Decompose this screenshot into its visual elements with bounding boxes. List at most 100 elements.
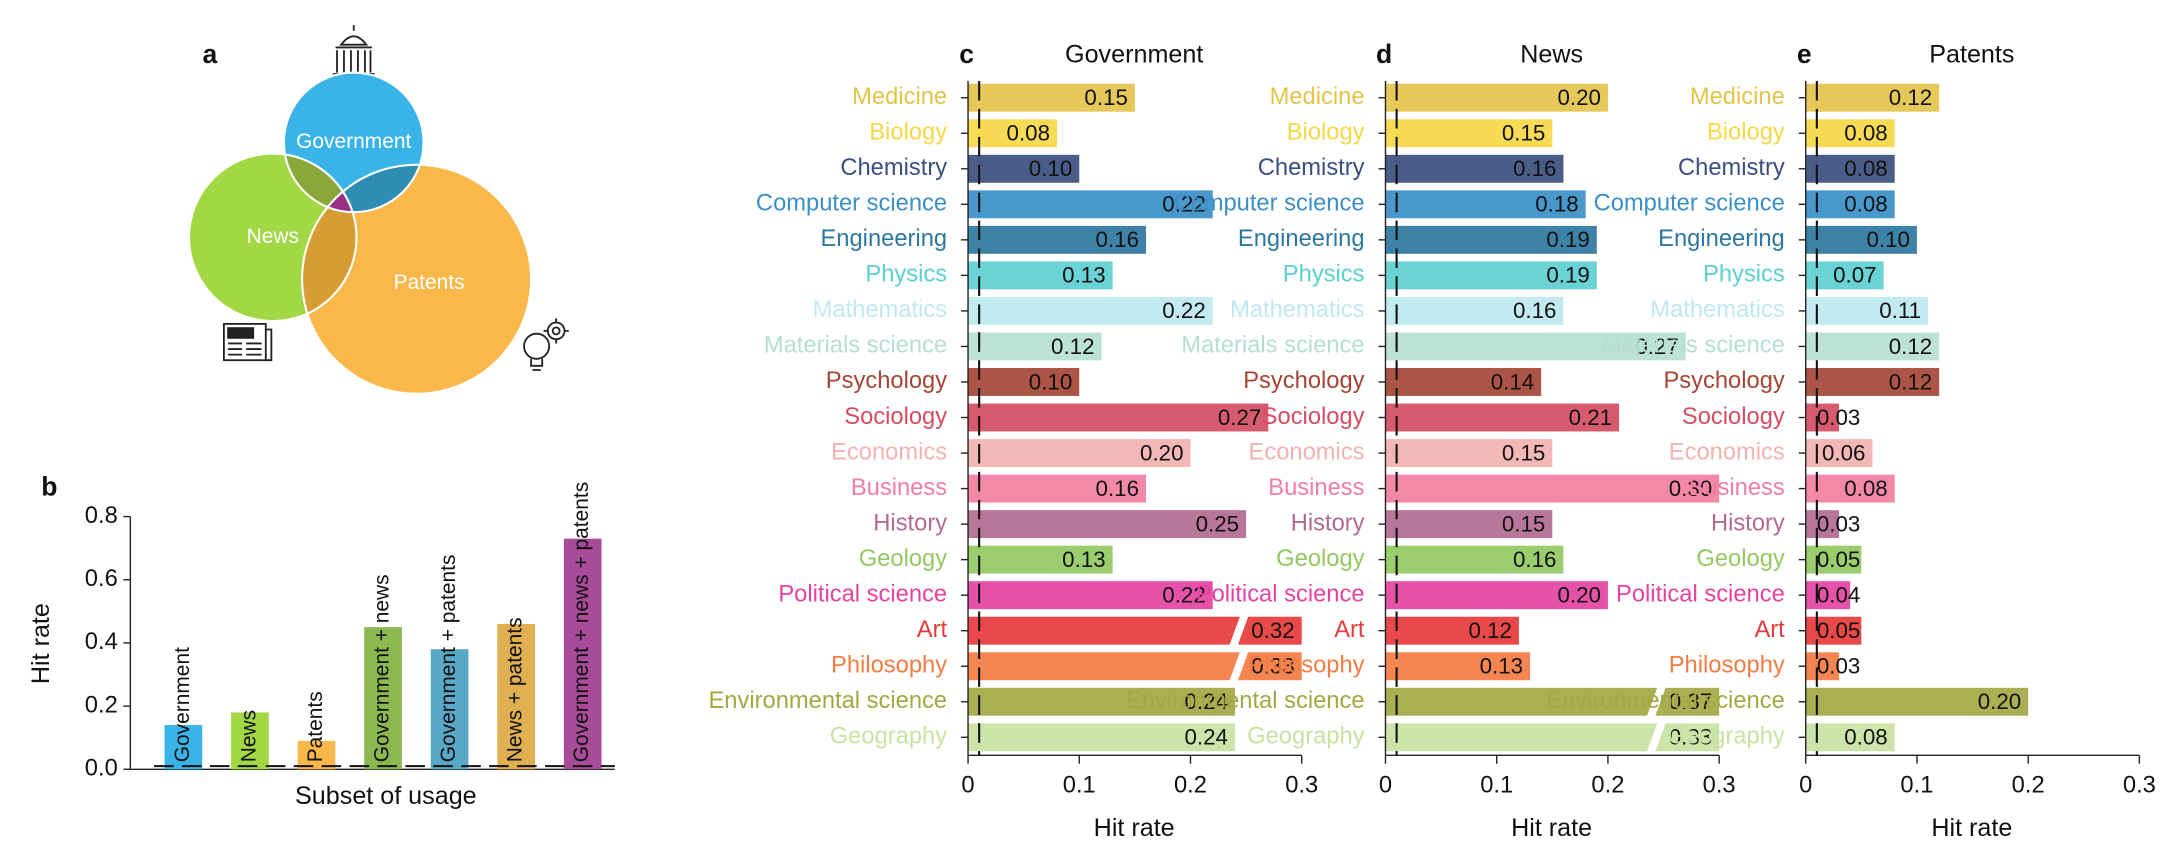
chart-title: News [1520, 40, 1583, 68]
value-label: 0.21 [1569, 405, 1612, 430]
category-label: Computer science [756, 191, 947, 217]
chart-title: Patents [1929, 40, 2014, 68]
bar [1385, 581, 1608, 610]
x-axis-label: Hit rate [1094, 814, 1175, 842]
bar [1805, 83, 1940, 112]
value-label: 0.20 [1140, 440, 1183, 465]
value-label: 0.15 [1502, 440, 1545, 465]
category-label: Art [917, 617, 948, 643]
bar [1805, 510, 1840, 539]
category-label: Economics [831, 439, 947, 465]
category-label: Business [1689, 475, 1785, 501]
value-label: 0.19 [1546, 263, 1589, 288]
category-label: Art [1334, 617, 1365, 643]
value-label: 0.30 [1669, 476, 1712, 501]
category-label: Economics [1669, 439, 1785, 465]
value-label: 0.03 [1817, 405, 1860, 430]
category-label: Geography [1667, 724, 1784, 750]
category-label: Mathematics [1650, 297, 1784, 323]
bar [1385, 474, 1720, 503]
x-tick-label: 0 [1379, 772, 1392, 798]
bar [1385, 368, 1542, 396]
category-label: Materials science [764, 333, 947, 359]
bar-label: Government [171, 647, 194, 762]
bar [1805, 723, 1895, 752]
category-label: Materials science [1602, 333, 1785, 359]
category-label: Psychology [826, 368, 947, 394]
category-label: Engineering [1238, 226, 1365, 252]
panel-label: d [1376, 39, 1392, 69]
bar [968, 296, 1213, 325]
bar [1805, 296, 1929, 325]
value-label: 0.22 [1162, 192, 1205, 217]
bar [968, 687, 1235, 716]
category-label: Computer science [1173, 191, 1364, 217]
category-label: Physics [865, 262, 947, 288]
bar [1385, 616, 1519, 645]
panel-label: a [203, 39, 218, 69]
bar [497, 623, 536, 770]
bar [1385, 510, 1553, 539]
bar [1805, 154, 1895, 183]
newspaper-icon [222, 322, 273, 362]
category-label: Biology [1707, 120, 1785, 146]
bar [1385, 154, 1564, 183]
bar [1385, 190, 1586, 219]
bar [968, 510, 1247, 539]
bar [1385, 261, 1597, 290]
category-label: Chemistry [1678, 155, 1785, 181]
bar [968, 154, 1080, 183]
bar [1805, 332, 1940, 361]
category-label: Chemistry [1258, 155, 1365, 181]
category-label: Mathematics [813, 297, 947, 323]
bar [968, 368, 1080, 396]
bar [1805, 190, 1895, 219]
category-label: Medicine [852, 84, 947, 110]
value-label: 0.11 [1879, 298, 1921, 323]
category-label: Computer science [1594, 191, 1785, 217]
category-label: Philosophy [831, 653, 947, 679]
bar [1385, 545, 1564, 574]
x-axis-label: Subset of usage [295, 782, 477, 810]
value-label: 0.16 [1513, 156, 1556, 181]
value-label: 0.20 [1557, 85, 1600, 110]
bar [1805, 261, 1884, 290]
value-label: 0.33 [1669, 725, 1712, 750]
bar [1805, 652, 1840, 681]
category-label: Medicine [1270, 84, 1365, 110]
category-label: Economics [1249, 439, 1365, 465]
category-label: Geology [1276, 546, 1364, 572]
set-label: Patents [394, 271, 465, 294]
lightbulb-icon [523, 318, 569, 371]
category-label: Psychology [1243, 368, 1364, 394]
bar [563, 538, 602, 770]
value-label: 0.12 [1889, 85, 1932, 110]
value-label: 0.05 [1817, 547, 1860, 572]
x-tick-label: 0 [961, 772, 974, 798]
bar [1805, 119, 1895, 148]
value-label: 0.10 [1029, 369, 1072, 394]
category-label: Geology [1696, 546, 1784, 572]
bar [1805, 616, 1862, 645]
value-label: 0.12 [1469, 618, 1512, 643]
category-label: History [1711, 510, 1785, 536]
bar [968, 403, 1269, 432]
category-label: Political science [1196, 581, 1365, 607]
axis-break [1229, 650, 1249, 682]
bar [968, 119, 1058, 148]
value-label: 0.32 [1251, 618, 1294, 643]
bar [968, 545, 1113, 574]
bar [430, 649, 469, 770]
category-label: Geology [859, 546, 947, 572]
bar [1805, 403, 1840, 432]
axis-break [1646, 721, 1667, 753]
category-label: Sociology [1682, 404, 1785, 430]
bar [1385, 225, 1597, 254]
category-label: Geography [1247, 724, 1364, 750]
value-label: 0.16 [1513, 547, 1556, 572]
bar [968, 439, 1191, 468]
value-label: 0.22 [1162, 582, 1205, 607]
x-axis-label: Hit rate [1511, 814, 1592, 842]
